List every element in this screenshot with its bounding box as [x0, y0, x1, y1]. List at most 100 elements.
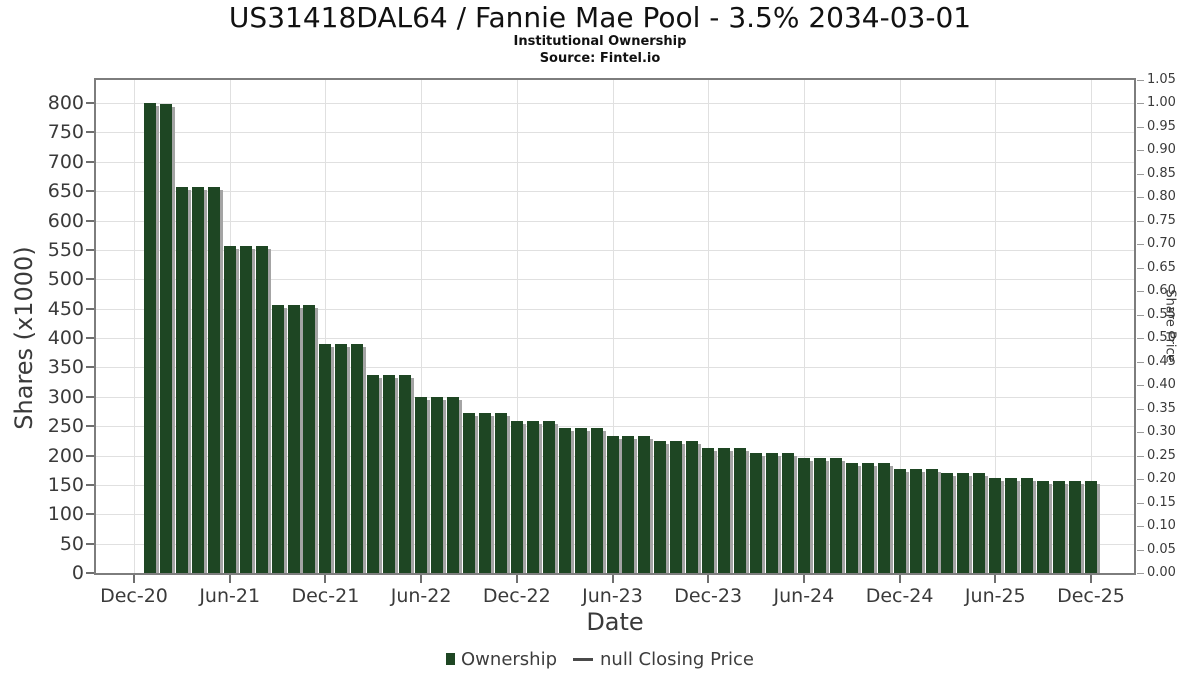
- chart-source: Source: Fintel.io: [539, 51, 661, 66]
- right-tick-mark: [1137, 220, 1144, 222]
- chart-title: US31418DAL64 / Fannie Mae Pool - 3.5% 20…: [228, 1, 972, 34]
- left-tick-mark: [86, 160, 94, 163]
- left-tick-mark: [86, 190, 94, 193]
- left-tick-label: 250: [47, 415, 84, 438]
- left-tick-mark: [86, 483, 94, 486]
- x-tick-label: Dec-20: [100, 585, 168, 607]
- chart-subtitle: Institutional Ownership: [513, 34, 687, 49]
- ownership-bar: [319, 343, 335, 574]
- gridline-vertical: [325, 80, 327, 573]
- ownership-bar: [638, 435, 654, 574]
- ownership-bar: [367, 375, 383, 573]
- left-tick-label: 450: [47, 297, 84, 320]
- right-tick-mark: [1137, 479, 1144, 481]
- left-tick-label: 800: [47, 92, 84, 114]
- ownership-bar: [973, 473, 989, 573]
- right-tick-mark: [1137, 408, 1144, 410]
- right-tick-mark: [1137, 80, 1144, 81]
- x-tick-mark: [1090, 575, 1092, 583]
- ownership-bar: [383, 375, 399, 573]
- x-tick-label: Jun-22: [390, 585, 452, 607]
- plot-area: [94, 78, 1136, 575]
- ownership-bar: [925, 469, 941, 573]
- right-tick-mark: [1137, 455, 1144, 457]
- x-tick-label: Jun-25: [964, 585, 1026, 607]
- left-tick-mark: [86, 513, 94, 516]
- left-tick-mark: [86, 366, 94, 369]
- right-tick-mark: [1137, 549, 1144, 551]
- ownership-bar: [718, 448, 734, 573]
- ownership-bar: [255, 245, 271, 574]
- ownership-bar: [590, 428, 606, 573]
- left-tick-label: 150: [47, 473, 84, 496]
- right-tick-mark: [1137, 126, 1144, 128]
- gridline-horizontal: [96, 103, 1134, 104]
- ownership-bar: [989, 478, 1005, 573]
- ownership-bar: [686, 441, 702, 573]
- ownership-bar: [845, 463, 861, 573]
- ownership-bar: [877, 463, 893, 573]
- left-tick-label: 500: [47, 268, 84, 291]
- ownership-bar: [654, 441, 670, 573]
- left-tick-label: 300: [47, 385, 84, 408]
- ownership-bar: [303, 305, 319, 573]
- x-tick-mark: [898, 575, 901, 583]
- ownership-bar: [287, 305, 303, 573]
- ownership-bar: [941, 473, 957, 573]
- ownership-bar: [431, 396, 447, 574]
- ownership-bar: [478, 413, 494, 573]
- x-tick-mark: [994, 575, 997, 583]
- right-tick-label: 0.60: [1147, 283, 1176, 299]
- ownership-bar: [574, 428, 590, 573]
- left-tick-label: 750: [47, 121, 84, 144]
- right-tick-label: 0.10: [1147, 518, 1176, 534]
- gridline-vertical: [612, 80, 614, 573]
- right-tick-mark: [1137, 103, 1144, 105]
- gridline-vertical: [803, 80, 805, 573]
- left-tick-mark: [86, 219, 94, 222]
- left-tick-mark: [86, 307, 94, 310]
- ownership-bar: [750, 453, 766, 573]
- legend: Ownership null Closing Price: [0, 646, 1200, 672]
- right-tick-mark: [1137, 150, 1144, 152]
- ownership-bar: [893, 469, 909, 573]
- ownership-bar: [1005, 478, 1021, 573]
- gridline-vertical: [708, 80, 710, 573]
- left-tick-mark: [86, 454, 94, 457]
- ownership-bar: [223, 245, 239, 574]
- gridline-horizontal: [96, 426, 1134, 428]
- x-tick-mark: [802, 575, 805, 583]
- ownership-bar: [415, 396, 431, 574]
- left-tick-label: 600: [47, 209, 84, 232]
- gridline-horizontal: [96, 338, 1134, 339]
- right-tick-mark: [1137, 244, 1144, 246]
- ownership-bar: [1053, 481, 1069, 573]
- right-tick-mark: [1137, 432, 1144, 434]
- right-axis-title: Share Price: [1162, 289, 1178, 363]
- right-tick-mark: [1137, 573, 1144, 574]
- left-tick-label: 400: [47, 327, 84, 349]
- ownership-bar: [526, 421, 542, 573]
- x-axis-title: Date: [586, 608, 644, 636]
- left-tick-mark: [86, 102, 94, 104]
- right-tick-label: 0.40: [1147, 377, 1176, 393]
- ownership-bar: [606, 435, 622, 574]
- right-tick-mark: [1137, 314, 1144, 316]
- right-tick-mark: [1137, 502, 1144, 504]
- ownership-bar: [702, 448, 718, 573]
- ownership-bar: [1037, 481, 1053, 573]
- right-tick-label: 1.00: [1147, 95, 1176, 111]
- gridline-horizontal: [96, 191, 1134, 193]
- ownership-bar: [462, 413, 478, 573]
- ownership-bar: [335, 343, 351, 574]
- ownership-bar: [957, 473, 973, 573]
- left-tick-label: 100: [47, 503, 84, 526]
- ownership-swatch-icon: [446, 653, 456, 665]
- right-tick-label: 0.00: [1147, 565, 1176, 580]
- left-tick-mark: [86, 395, 94, 398]
- ownership-bar: [159, 104, 175, 573]
- right-tick-mark: [1137, 361, 1144, 363]
- gridline-horizontal: [96, 132, 1134, 134]
- right-tick-mark: [1137, 267, 1144, 269]
